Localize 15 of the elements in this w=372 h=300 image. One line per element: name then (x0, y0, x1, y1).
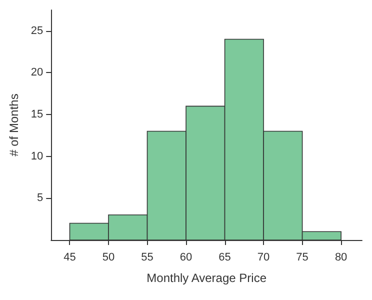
x-tick-label: 50 (102, 252, 115, 264)
x-axis-title: Monthly Average Price (146, 271, 267, 285)
y-tick-label: 5 (37, 192, 44, 204)
x-tick-label: 75 (296, 252, 308, 264)
y-tick-label: 20 (30, 66, 44, 79)
y-axis-title: # of Months (7, 94, 21, 156)
x-tick-label: 55 (141, 252, 154, 264)
y-tick-label: 15 (30, 108, 44, 121)
x-tick-label: 60 (180, 252, 192, 264)
x-tick-label: 80 (334, 252, 348, 264)
x-tick-label: 70 (257, 252, 270, 264)
x-tick-label: 45 (64, 252, 76, 264)
y-tick-label: 25 (30, 24, 44, 37)
y-tick-label: 10 (30, 150, 44, 162)
x-tick-label: 65 (218, 252, 231, 264)
